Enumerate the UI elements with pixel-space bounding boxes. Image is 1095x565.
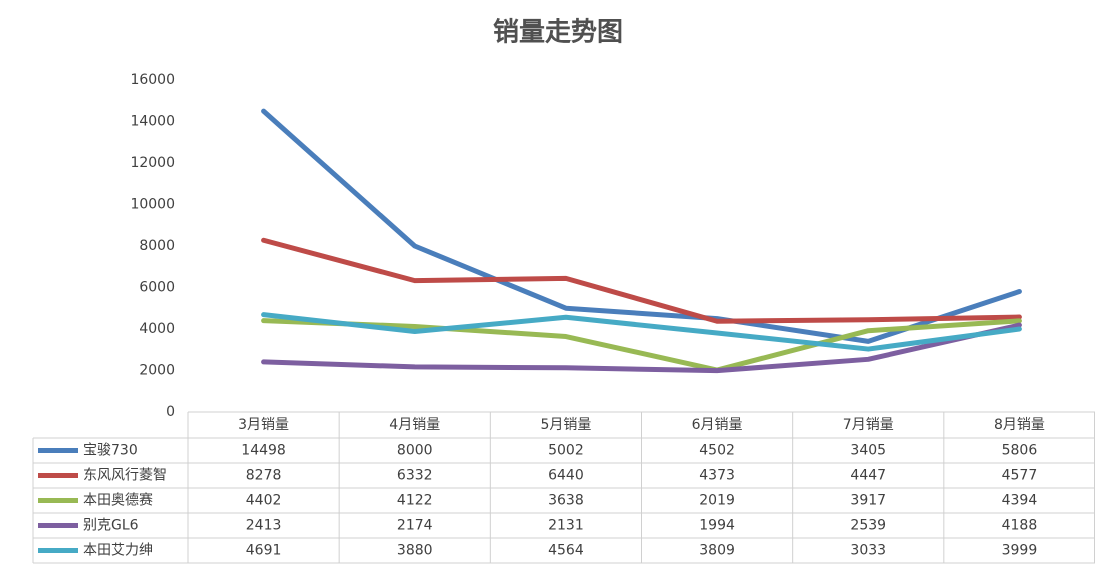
table-cell: 4502 <box>699 443 735 459</box>
table-cell: 4691 <box>246 543 282 559</box>
table-cell: 4373 <box>699 468 735 484</box>
y-tick-label: 14000 <box>130 114 175 130</box>
table-cell: 4577 <box>1002 468 1038 484</box>
y-tick-label: 16000 <box>130 72 175 88</box>
series-line <box>261 312 1022 352</box>
table-cell: 3405 <box>850 443 886 459</box>
y-tick-label: 10000 <box>130 197 175 213</box>
legend-label: 东风风行菱智 <box>83 468 167 484</box>
table-cell: 2174 <box>397 518 433 534</box>
table-cell: 4402 <box>246 493 282 509</box>
table-cell: 4122 <box>397 493 433 509</box>
legend-label: 本田奥德赛 <box>83 492 153 509</box>
table-cell: 2539 <box>850 518 886 534</box>
legend-label: 别克GL6 <box>83 518 139 534</box>
x-tick-label: 3月销量 <box>238 417 289 433</box>
table-cell: 8278 <box>246 468 282 484</box>
table-cell: 2019 <box>699 493 735 509</box>
y-tick-label: 2000 <box>139 363 175 379</box>
x-tick-label: 6月销量 <box>692 417 743 433</box>
y-tick-label: 12000 <box>130 155 175 171</box>
legend-label: 宝骏730 <box>83 443 138 459</box>
x-tick-label: 8月销量 <box>994 417 1045 433</box>
table-cell: 3880 <box>397 543 433 559</box>
table-cell: 4394 <box>1002 493 1038 509</box>
y-tick-label: 8000 <box>139 238 175 254</box>
table-cell: 4188 <box>1002 518 1038 534</box>
table-cell: 3033 <box>850 543 886 559</box>
table-cell: 2413 <box>246 518 282 534</box>
table-cell: 3917 <box>850 493 886 509</box>
table-cell: 1994 <box>699 518 735 534</box>
table-cell: 5002 <box>548 443 584 459</box>
table-cell: 8000 <box>397 443 433 459</box>
chart-title: 销量走势图 <box>493 18 623 48</box>
x-tick-label: 5月销量 <box>540 417 591 433</box>
x-tick-label: 7月销量 <box>843 417 894 433</box>
table-cell: 14498 <box>241 443 286 459</box>
table-cell: 3999 <box>1002 543 1038 559</box>
table-cell: 2131 <box>548 518 584 534</box>
table-cell: 4447 <box>850 468 886 484</box>
table-cell: 3638 <box>548 493 584 509</box>
table-cell: 3809 <box>699 543 735 559</box>
y-tick-label: 6000 <box>139 280 175 296</box>
series-line <box>261 237 1022 324</box>
y-tick-label: 4000 <box>139 321 175 337</box>
table-cell: 4564 <box>548 543 584 559</box>
table-cell: 5806 <box>1002 443 1038 459</box>
table-cell: 6332 <box>397 468 433 484</box>
x-tick-label: 4月销量 <box>389 417 440 433</box>
y-tick-label: 0 <box>166 404 175 420</box>
series-line <box>261 318 1022 373</box>
table-cell: 6440 <box>548 468 584 484</box>
series-line <box>261 322 1022 374</box>
legend-label: 本田艾力绅 <box>83 543 153 559</box>
series-line <box>261 108 1022 344</box>
